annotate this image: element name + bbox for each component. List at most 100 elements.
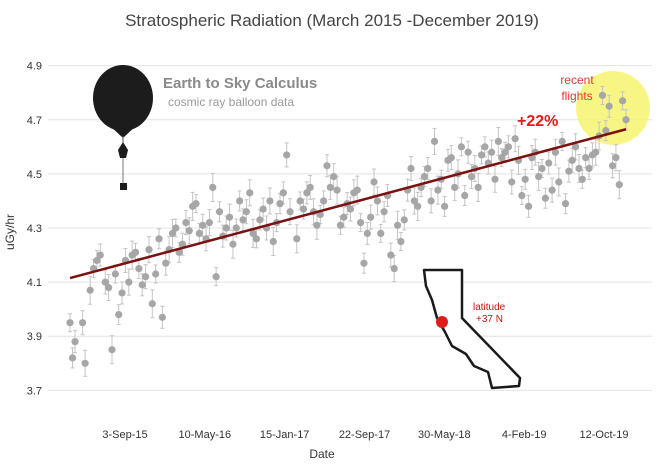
data-point xyxy=(602,126,610,135)
data-point xyxy=(619,97,627,105)
data-point xyxy=(172,224,180,232)
data-point xyxy=(477,151,486,159)
data-point xyxy=(81,359,89,367)
data-point xyxy=(192,200,200,208)
data-point xyxy=(182,218,190,227)
data-point xyxy=(215,208,224,216)
data-point xyxy=(511,135,519,143)
data-point xyxy=(397,237,405,246)
x-tick-label: 12-Oct-19 xyxy=(580,429,629,441)
x-axis: 3-Sep-15 10-May-16 15-Jan-17 22-Sep-17 30-Ma… xyxy=(102,429,628,441)
data-point xyxy=(575,164,583,173)
data-point xyxy=(565,167,573,175)
data-point xyxy=(225,213,234,221)
y-tick-label: 4.7 xyxy=(27,115,42,127)
data-point xyxy=(367,213,375,221)
data-point xyxy=(323,162,331,170)
recent-flights-highlight xyxy=(576,71,650,145)
data-point xyxy=(101,278,109,286)
data-point xyxy=(481,143,489,151)
california-map-icon xyxy=(422,268,522,390)
data-point xyxy=(356,218,365,227)
data-point xyxy=(420,172,429,181)
data-point xyxy=(464,148,472,156)
logo-subtitle: cosmic ray balloon data xyxy=(168,95,294,109)
data-point xyxy=(548,186,556,194)
data-point xyxy=(535,172,543,181)
data-point xyxy=(125,278,133,286)
data-point xyxy=(585,164,593,173)
data-point xyxy=(195,229,203,238)
data-point xyxy=(229,240,237,248)
latitude-label-line1: latitude xyxy=(473,302,506,313)
data-point xyxy=(622,116,630,124)
grid xyxy=(48,65,652,391)
data-point xyxy=(199,221,207,229)
data-point xyxy=(333,186,341,194)
data-point xyxy=(501,148,509,156)
data-point xyxy=(555,178,563,186)
data-point xyxy=(551,148,560,156)
trend-line xyxy=(69,128,627,280)
data-point xyxy=(299,205,308,213)
data-point xyxy=(461,191,469,200)
data-point xyxy=(178,240,187,248)
data-point xyxy=(592,148,600,156)
data-point xyxy=(138,281,146,289)
y-tick-label: 4.5 xyxy=(27,169,42,181)
data-point xyxy=(162,259,170,267)
data-point xyxy=(427,197,435,205)
data-point xyxy=(269,237,277,246)
data-point xyxy=(474,183,482,192)
data-point xyxy=(306,183,314,192)
data-point xyxy=(145,246,153,254)
latitude-label-line2: +37 N xyxy=(476,314,503,325)
y-tick-label: 4.9 xyxy=(27,61,42,73)
recent-flights-label-line2: flights xyxy=(561,89,592,103)
data-point xyxy=(561,200,570,208)
data-point xyxy=(434,186,442,194)
data-point xyxy=(115,310,123,319)
data-point xyxy=(66,319,74,327)
data-point xyxy=(615,181,623,189)
data-point xyxy=(249,229,257,238)
data-point xyxy=(135,264,143,273)
data-point xyxy=(185,227,193,235)
data-point xyxy=(93,256,101,265)
data-point xyxy=(491,175,499,183)
x-tick-label: 10-May-16 xyxy=(179,429,232,441)
data-point xyxy=(541,194,549,202)
data-point xyxy=(440,202,449,210)
data-point xyxy=(283,151,291,159)
data-point xyxy=(246,189,254,197)
x-tick-label: 4-Feb-19 xyxy=(502,429,547,441)
data-point xyxy=(370,178,378,186)
data-point xyxy=(612,154,620,162)
x-tick-label: 3-Sep-15 xyxy=(102,429,147,441)
data-point xyxy=(141,273,150,281)
data-point xyxy=(393,221,402,229)
data-point xyxy=(279,189,287,197)
x-tick-label: 30-May-18 xyxy=(418,429,471,441)
data-point xyxy=(373,197,381,205)
data-point xyxy=(256,216,264,224)
data-point xyxy=(578,175,586,183)
data-point xyxy=(545,159,553,167)
data-point xyxy=(222,224,230,232)
data-point xyxy=(239,216,247,224)
data-point xyxy=(232,224,240,232)
y-tick-label: 4.1 xyxy=(27,277,42,289)
data-point xyxy=(346,205,355,213)
balloon-icon xyxy=(93,65,153,190)
data-point xyxy=(360,259,368,267)
data-point xyxy=(457,143,465,151)
data-point xyxy=(518,191,526,200)
data-point xyxy=(108,346,116,354)
data-point xyxy=(209,183,217,192)
data-point xyxy=(494,137,502,146)
data-point xyxy=(118,289,126,297)
data-point xyxy=(326,183,334,192)
data-point xyxy=(313,221,321,229)
data-point xyxy=(410,197,418,205)
